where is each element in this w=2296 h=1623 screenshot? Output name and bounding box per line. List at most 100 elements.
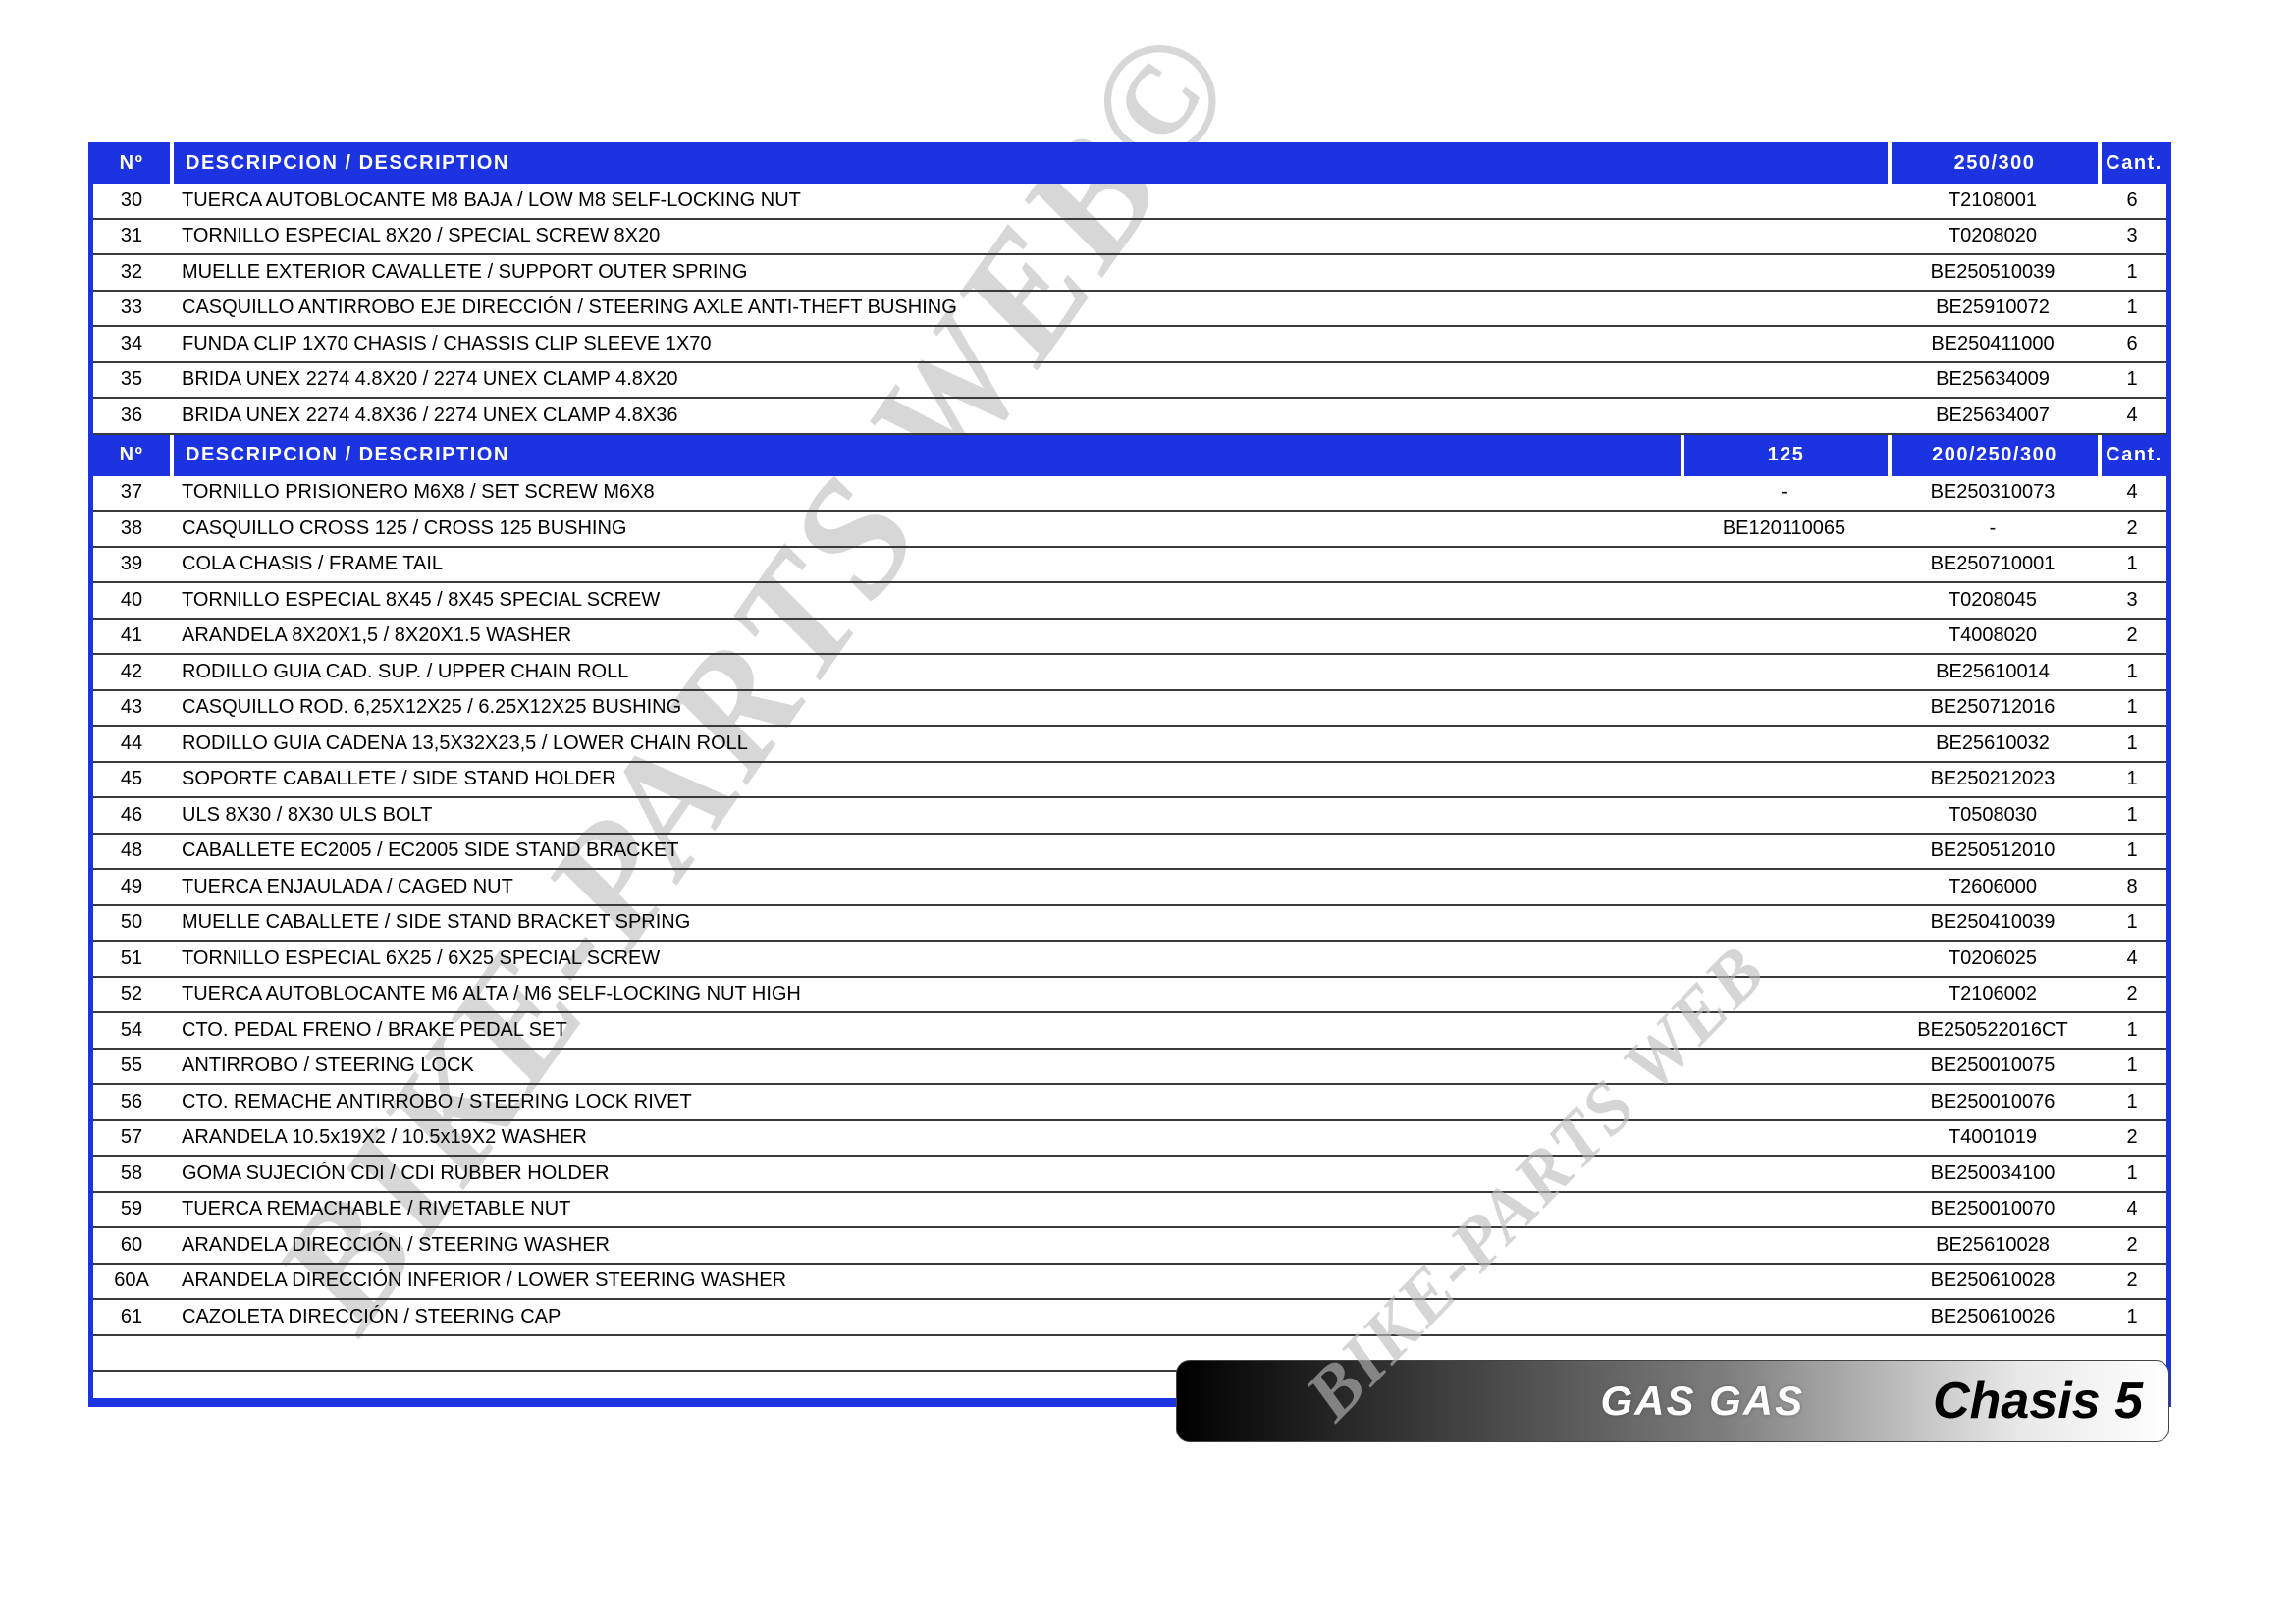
row-qty-cell: 4 xyxy=(2126,1198,2138,1220)
row-number-cell: 34 xyxy=(120,332,143,354)
row-description-cell: ARANDELA 10.5x19X2 / 10.5x19X2 WASHER xyxy=(182,1126,587,1149)
row-number-cell: 36 xyxy=(120,404,143,426)
row-description-cell: TUERCA ENJAULADA / CAGED NUT xyxy=(182,875,513,897)
row-qty-cell: 3 xyxy=(2126,588,2138,611)
row-description-cell: MUELLE EXTERIOR CAVALLETE / SUPPORT OUTE… xyxy=(182,260,748,283)
row-qty-cell: 1 xyxy=(2126,297,2138,319)
row-description-cell: RODILLO GUIA CAD. SUP. / UPPER CHAIN ROL… xyxy=(182,660,629,682)
row-part-125-cell xyxy=(1681,620,1888,654)
row-qty-cell: 1 xyxy=(2126,1162,2138,1184)
row-part-200-250-300-cell: BE250610028 xyxy=(1930,1270,2056,1292)
row-qty-cell: 6 xyxy=(2126,332,2138,354)
row-part-125-cell xyxy=(1681,1121,1888,1156)
row-number-cell: 48 xyxy=(120,839,143,862)
table-row: 40 TORNILLO ESPECIAL 8X45 / 8X45 SPECIAL… xyxy=(93,583,2166,620)
row-qty-cell: 1 xyxy=(2126,1018,2138,1041)
row-qty-cell: 1 xyxy=(2126,1090,2138,1112)
row-description-cell: TORNILLO PRISIONERO M6X8 / SET SCREW M6X… xyxy=(182,481,655,504)
table-header-row-2: Nº DESCRIPCION / DESCRIPTION 125 200/250… xyxy=(93,434,2166,476)
row-qty-cell: 1 xyxy=(2126,1055,2138,1077)
row-part-125-cell xyxy=(1681,548,1888,582)
row-part-200-250-300-cell: BE25610028 xyxy=(1936,1233,2050,1256)
row-part-200-250-300-cell: BE250212023 xyxy=(1930,768,2056,790)
row-number-cell: 50 xyxy=(120,911,143,934)
row-description-cell: RODILLO GUIA CADENA 13,5X32X23,5 / LOWER… xyxy=(182,731,748,754)
row-number-cell: 44 xyxy=(120,731,143,754)
footer-bar: GAS GAS Chasis 5 xyxy=(1176,1360,2169,1442)
row-part-125-cell xyxy=(1681,1300,1888,1334)
row-part-125-cell xyxy=(1681,906,1888,941)
row-part-125-cell xyxy=(1681,1228,1888,1263)
row-part-200-250-300-cell: BE250310073 xyxy=(1930,481,2056,504)
row-part-200-250-300-cell: BE250010070 xyxy=(1930,1198,2056,1220)
row-number-cell: 61 xyxy=(120,1305,143,1327)
table-row: 51 TORNILLO ESPECIAL 6X25 / 6X25 SPECIAL… xyxy=(93,942,2166,978)
row-number-cell: 35 xyxy=(120,368,143,391)
row-part-125-cell xyxy=(1681,1085,1888,1119)
header-description: DESCRIPCION / DESCRIPTION xyxy=(170,142,1888,184)
table-row: 41 ARANDELA 8X20X1,5 / 8X20X1.5 WASHER T… xyxy=(93,620,2166,655)
row-part-125-cell xyxy=(1681,1265,1888,1299)
row-number-cell: 51 xyxy=(120,947,143,969)
row-description-cell: SOPORTE CABALLETE / SIDE STAND HOLDER xyxy=(182,768,616,790)
row-part-125-cell xyxy=(1681,1013,1888,1048)
row-qty-cell: 1 xyxy=(2126,731,2138,754)
table-row: 44 RODILLO GUIA CADENA 13,5X32X23,5 / LO… xyxy=(93,727,2166,763)
row-part-250-300-cell: BE25634009 xyxy=(1936,368,2050,391)
row-qty-cell: 1 xyxy=(2126,553,2138,575)
row-number-cell: 57 xyxy=(120,1126,143,1149)
row-part-200-250-300-cell: BE250610026 xyxy=(1930,1305,2056,1327)
row-number-cell: 37 xyxy=(120,481,143,504)
row-number-cell: 42 xyxy=(120,660,143,682)
row-part-200-250-300-cell: BE250010076 xyxy=(1930,1090,2056,1112)
row-part-125-cell xyxy=(1681,727,1888,761)
row-qty-cell: 2 xyxy=(2126,1126,2138,1149)
row-description-cell: GOMA SUJECIÓN CDI / CDI RUBBER HOLDER xyxy=(182,1162,610,1184)
table-row: 43 CASQUILLO ROD. 6,25X12X25 / 6.25X12X2… xyxy=(93,691,2166,727)
row-number-cell: 40 xyxy=(120,588,143,611)
row-qty-cell: 1 xyxy=(2126,368,2138,391)
row-number-cell: 33 xyxy=(120,297,143,319)
row-part-125-cell xyxy=(1681,798,1888,833)
row-description-cell: CTO. PEDAL FRENO / BRAKE PEDAL SET xyxy=(182,1018,567,1041)
row-part-125-cell xyxy=(1681,870,1888,904)
row-part-250-300-cell: BE25910072 xyxy=(1936,297,2050,319)
table-row: 42 RODILLO GUIA CAD. SUP. / UPPER CHAIN … xyxy=(93,655,2166,691)
row-number-cell: 31 xyxy=(120,225,143,247)
row-description-cell: TUERCA REMACHABLE / RIVETABLE NUT xyxy=(182,1198,571,1220)
row-description-cell: CABALLETE EC2005 / EC2005 SIDE STAND BRA… xyxy=(182,839,679,862)
row-part-200-250-300-cell: BE250010075 xyxy=(1930,1055,2056,1077)
row-qty-cell: 1 xyxy=(2126,768,2138,790)
row-qty-cell: 1 xyxy=(2126,839,2138,862)
row-part-125-cell xyxy=(1681,835,1888,869)
row-qty-cell: 1 xyxy=(2126,911,2138,934)
table-row: 55 ANTIRROBO / STEERING LOCK BE250010075… xyxy=(93,1050,2166,1085)
row-qty-cell: 1 xyxy=(2126,260,2138,283)
table-row: 60 ARANDELA DIRECCIÓN / STEERING WASHER … xyxy=(93,1228,2166,1265)
header-qty: Cant. xyxy=(2098,142,2166,184)
row-qty-cell: 6 xyxy=(2126,189,2138,211)
row-part-125-cell xyxy=(1681,942,1888,976)
row-qty-cell: 2 xyxy=(2126,1270,2138,1292)
row-description-cell: TUERCA AUTOBLOCANTE M6 ALTA / M6 SELF-LO… xyxy=(182,983,801,1005)
table-row: 54 CTO. PEDAL FRENO / BRAKE PEDAL SET BE… xyxy=(93,1013,2166,1050)
table-row: 46 ULS 8X30 / 8X30 ULS BOLT T0508030 1 xyxy=(93,798,2166,835)
row-qty-cell: 3 xyxy=(2126,225,2138,247)
row-number-cell: 59 xyxy=(120,1198,143,1220)
table-row: 37 TORNILLO PRISIONERO M6X8 / SET SCREW … xyxy=(93,476,2166,512)
row-part-250-300-cell: BE250510039 xyxy=(1930,260,2056,283)
row-description-cell: COLA CHASIS / FRAME TAIL xyxy=(182,553,443,575)
row-part-200-250-300-cell: T2606000 xyxy=(1948,875,2038,897)
row-part-125-cell xyxy=(1681,583,1888,618)
row-part-200-250-300-cell: T0208045 xyxy=(1948,588,2038,611)
row-description-cell: BRIDA UNEX 2274 4.8X36 / 2274 UNEX CLAMP… xyxy=(182,404,678,426)
row-part-250-300-cell: T2108001 xyxy=(1948,189,2038,211)
header-no: Nº xyxy=(119,444,144,465)
row-part-200-250-300-cell: BE250512010 xyxy=(1930,839,2056,862)
row-number-cell: 45 xyxy=(120,768,143,790)
table-row: 59 TUERCA REMACHABLE / RIVETABLE NUT BE2… xyxy=(93,1193,2166,1228)
table-row: 31 TORNILLO ESPECIAL 8X20 / SPECIAL SCRE… xyxy=(93,220,2166,255)
row-description-cell: ARANDELA DIRECCIÓN INFERIOR / LOWER STEE… xyxy=(182,1270,787,1292)
row-qty-cell: 1 xyxy=(2126,803,2138,826)
